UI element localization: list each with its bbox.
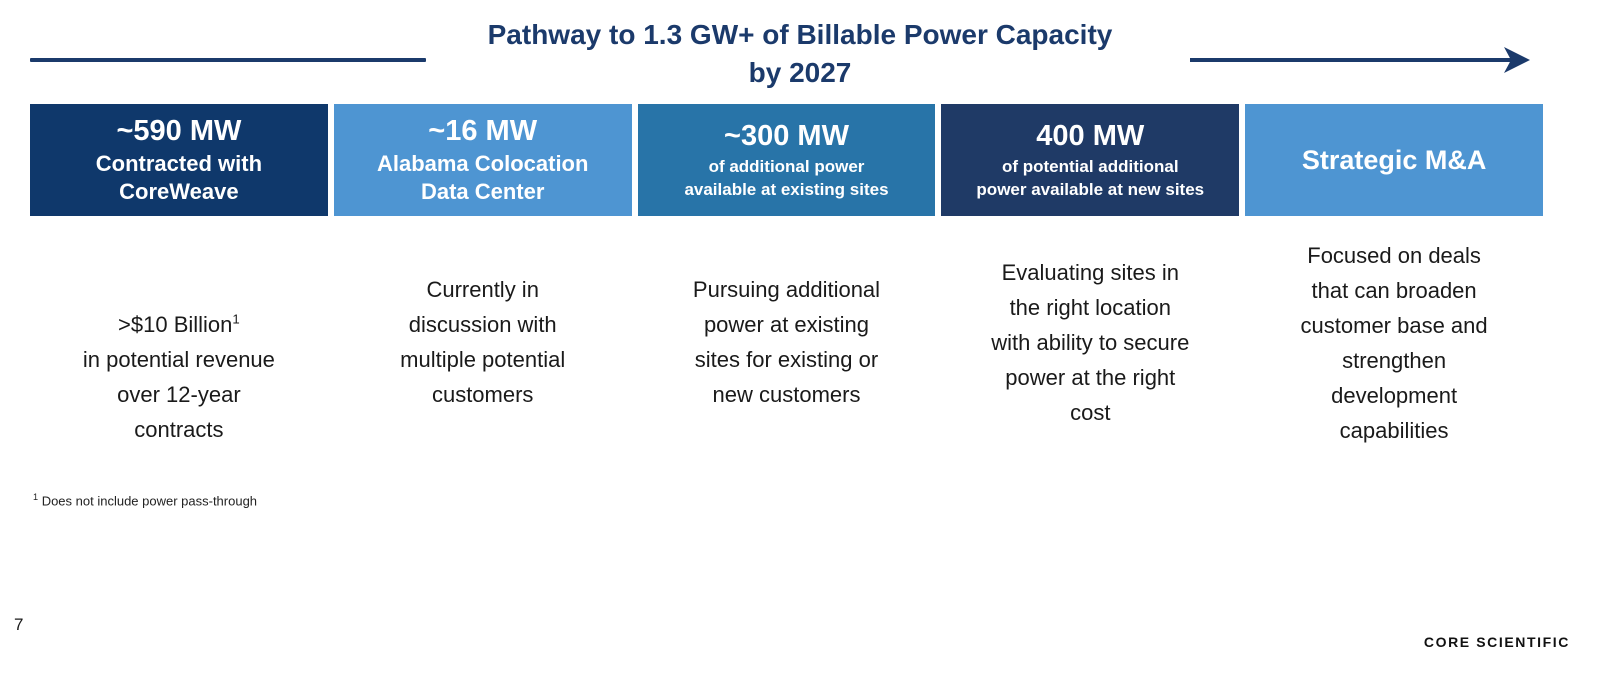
footnote: 1 Does not include power pass-through xyxy=(33,492,257,508)
column-header-box: Strategic M&A xyxy=(1245,104,1543,216)
left-arrow-line xyxy=(30,58,426,62)
footnote-sup: 1 xyxy=(33,492,39,502)
column-heading: Strategic M&A xyxy=(1301,145,1487,175)
column-subheading: Contracted with CoreWeave xyxy=(95,150,263,204)
title-line1: Pathway to 1.3 GW+ of Billable Power Cap… xyxy=(487,19,1113,50)
column-body: Currently in discussion with multiple po… xyxy=(400,277,566,407)
column-new-sites: 400 MW of potential additional power ava… xyxy=(941,104,1240,448)
column-coreweave: ~590 MW Contracted with CoreWeave >$10 B… xyxy=(30,104,328,448)
column-heading: ~590 MW xyxy=(116,114,242,147)
right-arrow-icon xyxy=(1190,47,1530,73)
column-subheading: of potential additional power available … xyxy=(976,156,1205,199)
column-body: Pursuing additional power at existing si… xyxy=(692,277,881,407)
column-existing-sites: ~300 MW of additional power available at… xyxy=(637,104,936,448)
column-header-box: 400 MW of potential additional power ava… xyxy=(941,104,1240,216)
slide-title: Pathway to 1.3 GW+ of Billable Power Cap… xyxy=(0,16,1600,92)
column-body: Evaluating sites in the right location w… xyxy=(991,260,1190,425)
column-heading: 400 MW xyxy=(1036,119,1145,152)
column-strategic-ma: Strategic M&A Focused on deals that can … xyxy=(1245,104,1543,448)
body-first-line: >$10 Billion1 xyxy=(118,311,240,337)
column-header-box: ~590 MW Contracted with CoreWeave xyxy=(30,104,328,216)
column-alabama: ~16 MW Alabama Colocation Data Center Cu… xyxy=(333,104,632,448)
column-subheading: of additional power available at existin… xyxy=(684,156,889,199)
core-scientific-logo: CORE SCIENTIFIC xyxy=(1423,634,1570,650)
column-header-box: ~300 MW of additional power available at… xyxy=(637,104,936,216)
footnote-text: Does not include power pass-through xyxy=(41,493,258,509)
column-subheading: Alabama Colocation Data Center xyxy=(376,150,589,204)
footnote-marker: 1 xyxy=(232,311,240,327)
column-header-box: ~16 MW Alabama Colocation Data Center xyxy=(333,104,632,216)
title-line2: by 2027 xyxy=(748,57,852,88)
columns-row: ~590 MW Contracted with CoreWeave >$10 B… xyxy=(30,104,1543,448)
column-body: Focused on deals that can broaden custom… xyxy=(1300,243,1488,443)
page-number: 7 xyxy=(14,615,24,634)
column-body: >$10 Billion1 in potential revenue over … xyxy=(30,272,328,447)
column-heading: ~16 MW xyxy=(428,114,538,147)
column-heading: ~300 MW xyxy=(724,119,849,152)
body-rest: in potential revenue over 12-year contra… xyxy=(82,347,275,442)
